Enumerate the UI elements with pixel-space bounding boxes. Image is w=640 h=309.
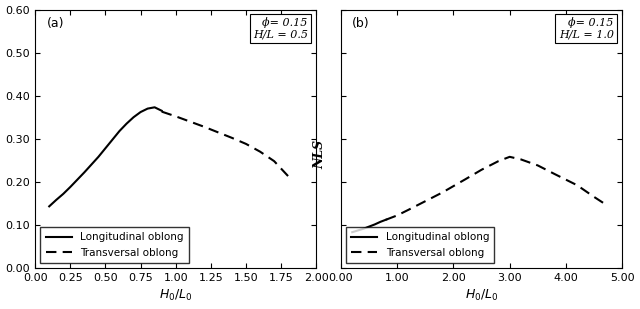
Transversal oblong bbox=[461, 178, 468, 181]
Transversal oblong bbox=[404, 208, 412, 212]
Longitudinal oblong bbox=[116, 129, 124, 133]
Transversal oblong bbox=[573, 184, 581, 187]
Longitudinal oblong bbox=[123, 122, 131, 125]
Longitudinal oblong bbox=[130, 115, 138, 119]
Transversal oblong bbox=[551, 172, 559, 176]
Transversal oblong bbox=[495, 159, 502, 163]
Legend: Longitudinal oblong, Transversal oblong: Longitudinal oblong, Transversal oblong bbox=[40, 227, 189, 263]
Longitudinal oblong bbox=[81, 171, 88, 174]
Text: ϕ= 0.15
H/L = 0.5: ϕ= 0.15 H/L = 0.5 bbox=[253, 17, 308, 40]
X-axis label: $H_0/L_0$: $H_0/L_0$ bbox=[159, 288, 193, 303]
Transversal oblong bbox=[158, 110, 166, 113]
Text: (a): (a) bbox=[47, 17, 64, 30]
Longitudinal oblong bbox=[360, 227, 367, 231]
Transversal oblong bbox=[562, 178, 570, 181]
Longitudinal oblong bbox=[95, 155, 102, 159]
Text: NLS: NLS bbox=[314, 140, 326, 169]
Transversal oblong bbox=[172, 115, 180, 118]
Longitudinal oblong bbox=[151, 105, 159, 109]
Transversal oblong bbox=[590, 195, 598, 199]
Longitudinal oblong bbox=[137, 110, 145, 114]
Longitudinal oblong bbox=[354, 229, 362, 232]
Longitudinal oblong bbox=[109, 138, 116, 142]
Transversal oblong bbox=[284, 174, 292, 178]
Line: Transversal oblong: Transversal oblong bbox=[386, 157, 605, 220]
Longitudinal oblong bbox=[382, 218, 390, 222]
Longitudinal oblong bbox=[365, 225, 373, 228]
Transversal oblong bbox=[270, 159, 278, 163]
Longitudinal oblong bbox=[52, 198, 60, 202]
Transversal oblong bbox=[450, 184, 458, 188]
Transversal oblong bbox=[228, 136, 236, 140]
Longitudinal oblong bbox=[67, 185, 74, 189]
Longitudinal oblong bbox=[371, 222, 379, 226]
Longitudinal oblong bbox=[144, 107, 152, 110]
Transversal oblong bbox=[517, 158, 525, 161]
Line: Longitudinal oblong: Longitudinal oblong bbox=[352, 220, 386, 232]
Text: (b): (b) bbox=[352, 17, 370, 30]
Transversal oblong bbox=[534, 163, 541, 167]
Longitudinal oblong bbox=[88, 163, 95, 167]
Line: Longitudinal oblong: Longitudinal oblong bbox=[49, 107, 162, 206]
Transversal oblong bbox=[200, 125, 208, 129]
Line: Transversal oblong: Transversal oblong bbox=[162, 112, 288, 176]
Longitudinal oblong bbox=[348, 230, 356, 234]
Transversal oblong bbox=[602, 202, 609, 206]
Longitudinal oblong bbox=[60, 192, 67, 196]
Transversal oblong bbox=[394, 214, 401, 217]
Transversal oblong bbox=[477, 168, 485, 171]
X-axis label: $H_0/L_0$: $H_0/L_0$ bbox=[465, 288, 499, 303]
Longitudinal oblong bbox=[376, 220, 384, 224]
Transversal oblong bbox=[422, 199, 429, 203]
Transversal oblong bbox=[214, 130, 221, 134]
Transversal oblong bbox=[382, 218, 390, 222]
Transversal oblong bbox=[186, 120, 194, 123]
Transversal oblong bbox=[506, 155, 513, 159]
Transversal oblong bbox=[242, 142, 250, 146]
Transversal oblong bbox=[256, 150, 264, 154]
Transversal oblong bbox=[438, 191, 446, 194]
Longitudinal oblong bbox=[45, 205, 53, 208]
Longitudinal oblong bbox=[158, 109, 166, 112]
Text: ϕ= 0.15
H/L = 1.0: ϕ= 0.15 H/L = 1.0 bbox=[559, 17, 614, 40]
Legend: Longitudinal oblong, Transversal oblong: Longitudinal oblong, Transversal oblong bbox=[346, 227, 495, 263]
Longitudinal oblong bbox=[102, 146, 109, 150]
Longitudinal oblong bbox=[74, 178, 81, 181]
